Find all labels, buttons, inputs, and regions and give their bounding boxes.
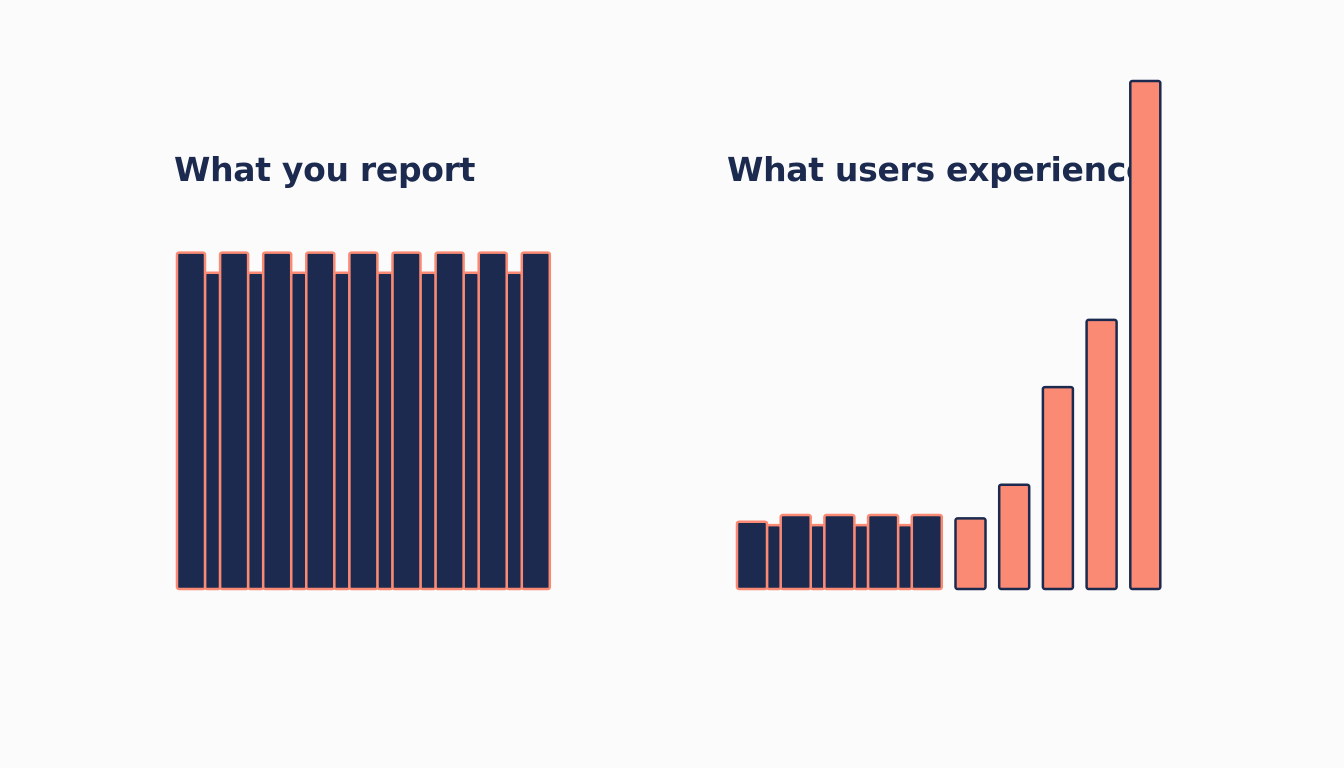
chart-1-bar-3 — [866, 513, 900, 591]
chart-1-bar-5 — [954, 517, 987, 591]
chart-1-bar-0 — [735, 520, 769, 591]
chart-0-bar-7 — [477, 251, 508, 591]
chart-0-bar-4 — [348, 251, 379, 591]
chart-0-gap-bar-6 — [462, 271, 480, 591]
chart-0-bar-2 — [261, 251, 293, 591]
chart-0-gap-bar-5 — [419, 271, 437, 591]
chart-0-bar-1 — [218, 251, 250, 591]
chart-0-gap-bar-0 — [203, 271, 222, 591]
chart-0-bar-5 — [391, 251, 422, 591]
chart-1-gap-bar-0 — [765, 523, 782, 591]
chart-title-reported: What you report — [174, 150, 476, 189]
chart-0-gap-bar-4 — [376, 271, 394, 591]
chart-0-bar-8 — [520, 251, 552, 591]
chart-1-bar-8 — [1085, 318, 1118, 591]
chart-1-gap-bar-3 — [896, 523, 914, 591]
chart-0-bar-3 — [305, 251, 336, 591]
chart-0-gap-bar-1 — [246, 271, 265, 591]
chart-0-gap-bar-7 — [505, 271, 524, 591]
chart-1-bar-4 — [910, 513, 944, 591]
chart-1-bar-9 — [1129, 79, 1162, 591]
chart-1-bar-6 — [997, 483, 1031, 591]
chart-1-gap-bar-1 — [809, 523, 826, 591]
chart-title-experienced: What users experience — [727, 150, 1149, 189]
chart-0-bar-6 — [434, 251, 465, 591]
chart-1-bar-7 — [1041, 385, 1075, 591]
chart-1-bar-1 — [779, 513, 812, 591]
chart-0-bar-0 — [175, 251, 207, 591]
chart-0-gap-bar-2 — [289, 271, 308, 591]
chart-1-bar-2 — [823, 513, 856, 591]
chart-0-gap-bar-3 — [333, 271, 351, 591]
chart-1-gap-bar-2 — [853, 523, 870, 591]
